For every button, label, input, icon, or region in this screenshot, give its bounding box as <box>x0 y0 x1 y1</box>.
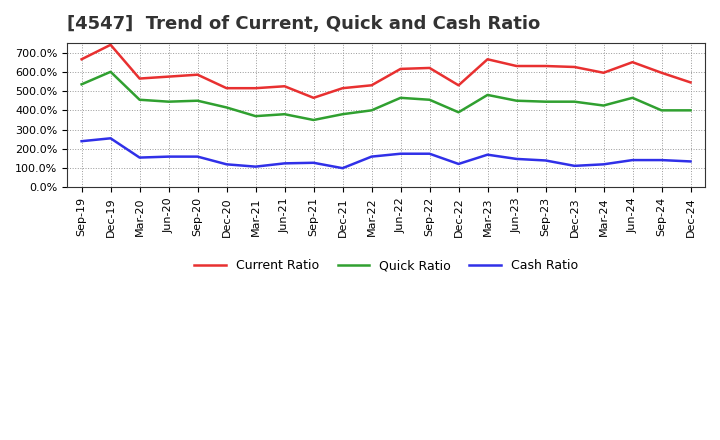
Legend: Current Ratio, Quick Ratio, Cash Ratio: Current Ratio, Quick Ratio, Cash Ratio <box>189 254 582 278</box>
Cash Ratio <box>686 159 695 164</box>
Quick Ratio <box>512 98 521 103</box>
Line: Quick Ratio: Quick Ratio <box>81 72 690 120</box>
Current Ratio <box>107 42 115 48</box>
Text: [4547]  Trend of Current, Quick and Cash Ratio: [4547] Trend of Current, Quick and Cash … <box>67 15 540 33</box>
Cash Ratio <box>426 151 434 156</box>
Quick Ratio <box>107 69 115 74</box>
Current Ratio <box>338 85 347 91</box>
Current Ratio <box>570 64 579 70</box>
Quick Ratio <box>222 105 231 110</box>
Cash Ratio <box>222 161 231 167</box>
Quick Ratio <box>454 110 463 115</box>
Cash Ratio <box>135 155 144 160</box>
Current Ratio <box>599 70 608 75</box>
Current Ratio <box>222 85 231 91</box>
Quick Ratio <box>280 112 289 117</box>
Cash Ratio <box>338 165 347 171</box>
Quick Ratio <box>77 82 86 87</box>
Current Ratio <box>483 57 492 62</box>
Quick Ratio <box>164 99 173 104</box>
Cash Ratio <box>628 158 636 163</box>
Cash Ratio <box>251 164 260 169</box>
Cash Ratio <box>193 154 202 159</box>
Cash Ratio <box>454 161 463 167</box>
Current Ratio <box>135 76 144 81</box>
Cash Ratio <box>599 161 608 167</box>
Cash Ratio <box>512 156 521 161</box>
Current Ratio <box>251 85 260 91</box>
Current Ratio <box>657 70 666 75</box>
Quick Ratio <box>338 112 347 117</box>
Current Ratio <box>193 72 202 77</box>
Current Ratio <box>309 95 318 100</box>
Cash Ratio <box>483 152 492 158</box>
Quick Ratio <box>426 97 434 103</box>
Quick Ratio <box>483 92 492 98</box>
Current Ratio <box>512 63 521 69</box>
Quick Ratio <box>396 95 405 100</box>
Quick Ratio <box>628 95 636 100</box>
Cash Ratio <box>657 158 666 163</box>
Current Ratio <box>77 57 86 62</box>
Cash Ratio <box>280 161 289 166</box>
Cash Ratio <box>107 136 115 141</box>
Current Ratio <box>426 65 434 70</box>
Quick Ratio <box>367 108 376 113</box>
Cash Ratio <box>77 139 86 144</box>
Current Ratio <box>628 59 636 65</box>
Line: Current Ratio: Current Ratio <box>81 45 690 98</box>
Quick Ratio <box>135 97 144 103</box>
Quick Ratio <box>657 108 666 113</box>
Cash Ratio <box>541 158 550 163</box>
Quick Ratio <box>686 108 695 113</box>
Cash Ratio <box>396 151 405 156</box>
Current Ratio <box>454 83 463 88</box>
Current Ratio <box>541 63 550 69</box>
Quick Ratio <box>541 99 550 104</box>
Cash Ratio <box>164 154 173 159</box>
Quick Ratio <box>193 98 202 103</box>
Quick Ratio <box>570 99 579 104</box>
Cash Ratio <box>309 160 318 165</box>
Current Ratio <box>280 84 289 89</box>
Cash Ratio <box>570 163 579 169</box>
Line: Cash Ratio: Cash Ratio <box>81 138 690 168</box>
Current Ratio <box>367 83 376 88</box>
Quick Ratio <box>251 114 260 119</box>
Current Ratio <box>396 66 405 72</box>
Current Ratio <box>686 80 695 85</box>
Current Ratio <box>164 74 173 79</box>
Quick Ratio <box>309 117 318 123</box>
Quick Ratio <box>599 103 608 108</box>
Cash Ratio <box>367 154 376 159</box>
